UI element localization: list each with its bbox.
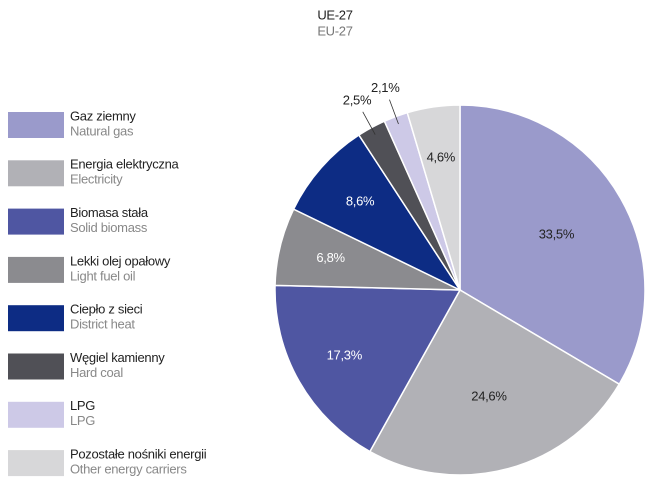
legend-label-en: Other energy carriers [70, 462, 187, 477]
chart-subtitle: EU-27 [317, 23, 352, 38]
legend-label-en: Natural gas [70, 123, 134, 138]
data-label: 33,5% [539, 226, 575, 241]
data-label: 24,6% [471, 389, 507, 404]
pie-slice [368, 288, 621, 476]
leader-line [362, 111, 376, 135]
data-label: 17,3% [327, 347, 363, 362]
legend-swatch [8, 160, 64, 187]
leader-line [389, 99, 399, 125]
legend-swatch [8, 353, 64, 380]
pie-slice [459, 104, 646, 386]
pie-slice [274, 284, 462, 453]
legend-label: Lekki olej opałowy [70, 253, 171, 268]
legend-swatch [8, 401, 64, 428]
legend-label-en: Solid biomass [70, 220, 148, 235]
legend-label: LPG [70, 398, 95, 413]
legend-label-en: Light fuel oil [70, 268, 136, 283]
legend-label: Pozostałe nośniki energii [70, 447, 207, 462]
legend-label: Energia elektryczna [70, 157, 180, 172]
data-label: 2,5% [343, 93, 372, 108]
legend-label: Ciepło z sieci [70, 302, 143, 317]
pie-slice [406, 104, 461, 291]
legend-swatch [8, 208, 64, 235]
legend-label: Gaz ziemny [70, 108, 136, 123]
data-label: 4,6% [427, 150, 456, 165]
legend-label-en: District heat [70, 317, 135, 332]
legend-swatch [8, 450, 64, 477]
pie-slice [292, 134, 463, 292]
data-label: 2,1% [371, 80, 400, 95]
legend-swatch [8, 112, 64, 138]
legend-swatch [8, 256, 64, 283]
data-label: 8,6% [346, 193, 375, 208]
legend-label-en: Electricity [70, 172, 123, 187]
legend-label: Węgiel kamienny [70, 350, 165, 365]
data-label: 6,8% [316, 250, 345, 265]
legend-label-en: LPG [70, 413, 95, 428]
legend-label: Biomasa stała [70, 205, 149, 220]
legend-swatch [8, 305, 64, 332]
chart-title: UE-27 [317, 7, 352, 22]
legend-label-en: Hard coal [70, 365, 123, 380]
